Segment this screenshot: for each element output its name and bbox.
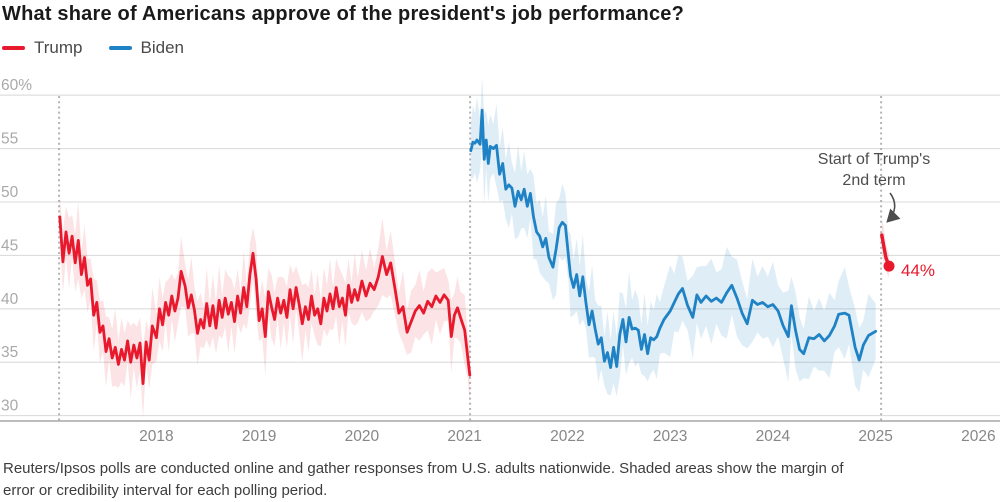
source-note-line-1: Reuters/Ipsos polls are conducted online… [3, 460, 844, 477]
x-axis-tick-label: 2018 [139, 428, 173, 445]
x-axis-tick-label: 2019 [242, 428, 276, 445]
y-axis-tick-label: 60% [1, 77, 32, 94]
x-axis-tick-label: 2022 [550, 428, 584, 445]
biden-moe-band [470, 77, 876, 397]
legend-label-biden: Biden [140, 38, 184, 57]
y-axis-tick-label: 50 [1, 184, 19, 201]
annotation-line-1: Start of Trump's [818, 151, 930, 168]
biden-line-swatch [108, 46, 132, 50]
legend-label-trump: Trump [34, 38, 83, 57]
trump-moe-band [59, 194, 470, 419]
trump-line [58, 215, 472, 385]
legend-item-trump: Trump [2, 38, 83, 58]
y-axis-tick-label: 30 [1, 398, 19, 415]
y-axis-tick-label: 40 [1, 291, 19, 308]
x-axis-tick-label: 2021 [447, 428, 481, 445]
latest-value-dot [883, 260, 895, 272]
chart-dynamic-layer: 60% 55 50 45 40 35 30 2018 2019 2020 2021 2022 2023 2… [0, 77, 1000, 445]
legend-item-biden: Biden [108, 38, 184, 58]
latest-value-label: 44% [901, 261, 935, 280]
y-axis-tick-label: 35 [1, 344, 18, 361]
approval-chart: 60% 55 50 45 40 35 30 2018 2019 2020 2021 2022 2023 2… [0, 77, 1000, 445]
page-title: What share of Americans approve of the p… [2, 3, 685, 25]
annotation-line-2: 2nd term [842, 172, 905, 189]
x-axis-tick-label: 2025 [858, 428, 892, 445]
y-axis-tick-label: 45 [1, 237, 18, 254]
y-axis-tick-label: 55 [1, 131, 18, 148]
annotation-arrow [886, 192, 901, 223]
x-axis-tick-label: 2020 [345, 428, 380, 445]
source-note-line-2: error or credibility interval for each p… [3, 481, 328, 499]
x-axis-tick-label: 2026 [961, 428, 995, 445]
biden-line [469, 108, 878, 369]
legend: Trump Biden [2, 38, 184, 58]
x-axis-tick-label: 2023 [653, 428, 687, 445]
x-axis-tick-label: 2024 [756, 428, 791, 445]
trump-line-swatch [2, 46, 25, 50]
source-note: Reuters/Ipsos polls are conducted online… [3, 458, 991, 502]
